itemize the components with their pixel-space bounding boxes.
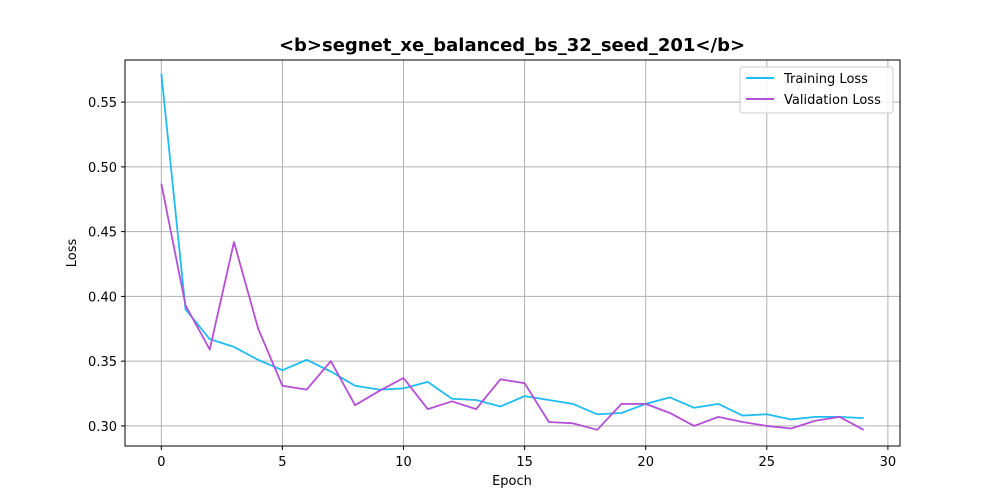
y-tick-label: 0.35: [88, 355, 117, 370]
y-tick-label: 0.45: [88, 226, 117, 241]
x-tick-label: 20: [637, 455, 654, 470]
series-lines: [160, 73, 865, 431]
x-tick-label: 10: [395, 455, 412, 470]
y-axis-label: Loss: [65, 239, 80, 268]
y-tick-label: 0.40: [88, 290, 117, 305]
x-tick-label: 30: [880, 455, 897, 470]
y-tick-label: 0.55: [88, 96, 117, 111]
plot-frame: [124, 59, 901, 447]
chart-title: <b>segnet_xe_balanced_bs_32_seed_201</b>: [279, 35, 745, 56]
y-tick-label: 0.50: [88, 161, 117, 176]
legend-label-validation: Validation Loss: [784, 93, 881, 108]
x-tick-label: 0: [157, 455, 165, 470]
legend: Training Loss Validation Loss: [739, 66, 894, 114]
x-tick-label: 15: [516, 455, 533, 470]
validation-loss-line: [160, 183, 865, 431]
legend-label-training: Training Loss: [783, 72, 868, 87]
x-tick-label: 25: [759, 455, 776, 470]
x-axis-ticks: 0 5 10 15 20 25 30: [157, 446, 896, 470]
legend-box: [739, 66, 894, 114]
grid-lines: [125, 60, 900, 446]
training-loss-line: [160, 73, 864, 421]
x-axis-label: Epoch: [492, 474, 532, 489]
x-tick-label: 5: [278, 455, 286, 470]
y-tick-label: 0.30: [88, 420, 117, 435]
y-axis-ticks: 0.30 0.35 0.40 0.45 0.50 0.55: [88, 96, 125, 435]
